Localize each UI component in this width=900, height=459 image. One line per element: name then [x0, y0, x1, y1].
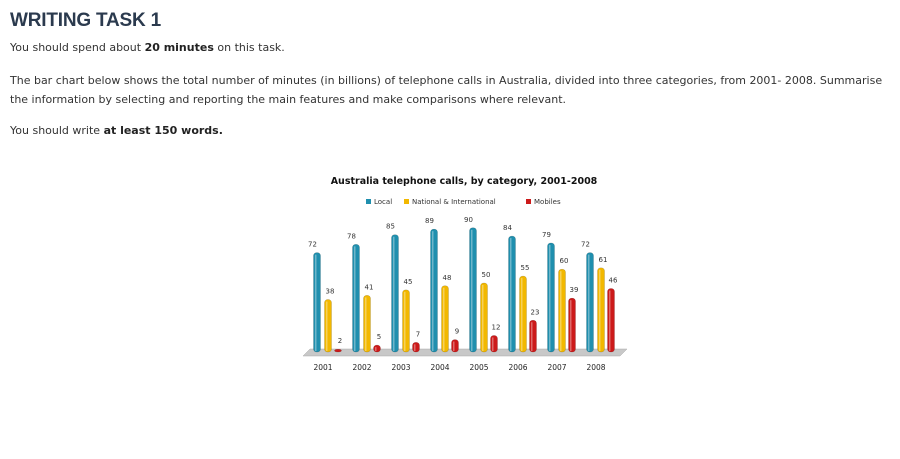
data-label: 60: [560, 257, 569, 265]
x-tick-label: 2008: [586, 363, 605, 372]
word-instruction: You should write at least 150 words.: [10, 124, 223, 137]
data-label: 72: [581, 241, 590, 249]
x-tick-label: 2002: [352, 363, 371, 372]
bar-highlight: [432, 231, 434, 351]
bar-national: [519, 275, 527, 353]
bar-highlight: [453, 341, 455, 351]
bars: 72 38 2 78 41 5 85 45 7 89 48 9 90 50 12 84 55 23 79 60 39 72…: [308, 216, 618, 353]
chart-floor: [302, 348, 628, 357]
data-label: 12: [492, 323, 501, 331]
bar-local: [352, 244, 360, 353]
bar-highlight: [443, 287, 445, 351]
x-tick-label: 2005: [469, 363, 488, 372]
bar-highlight: [393, 236, 395, 351]
data-label: 45: [404, 278, 413, 286]
x-tick-label: 2006: [508, 363, 527, 372]
data-label: 46: [609, 277, 618, 285]
bar-highlight: [510, 238, 512, 351]
bar-national: [324, 299, 332, 353]
time-instruction: You should spend about 20 minutes on thi…: [10, 41, 285, 54]
data-label: 55: [521, 264, 530, 272]
bar-highlight: [531, 322, 533, 351]
bar-local: [391, 234, 399, 353]
bar-highlight: [599, 269, 601, 351]
legend-swatch: [366, 199, 371, 204]
bar-local: [469, 227, 477, 353]
x-tick-label: 2003: [391, 363, 410, 372]
bar-local: [430, 228, 438, 353]
data-label: 84: [503, 224, 512, 232]
data-label: 85: [386, 223, 395, 231]
data-label: 38: [326, 288, 335, 296]
data-label: 72: [308, 241, 317, 249]
x-tick-label: 2007: [547, 363, 566, 372]
bar-mobiles: [490, 335, 498, 353]
bar-mobiles: [412, 342, 420, 353]
data-label: 9: [455, 328, 459, 336]
bar-highlight: [315, 254, 317, 351]
legend-label: Mobiles: [534, 198, 561, 206]
x-tick-label: 2004: [430, 363, 449, 372]
data-label: 90: [464, 216, 473, 224]
bar-highlight: [365, 297, 367, 351]
data-label: 50: [482, 271, 491, 279]
bar-highlight: [560, 271, 562, 351]
legend-swatch: [526, 199, 531, 204]
bar-highlight: [375, 347, 377, 351]
data-label: 2: [338, 337, 342, 345]
bar-highlight: [588, 254, 590, 351]
data-label: 48: [443, 274, 452, 282]
bar-highlight: [414, 344, 416, 351]
x-axis-labels: 2001 2002 2003 2004 2005 2006 2007 2008: [313, 363, 605, 372]
bar-highlight: [609, 290, 611, 351]
bar-highlight: [471, 229, 473, 351]
data-label: 79: [542, 231, 551, 239]
bar-national: [441, 285, 449, 353]
bar-national: [480, 282, 488, 353]
data-label: 61: [599, 256, 608, 264]
bar-mobiles: [373, 344, 381, 353]
bar-highlight: [326, 301, 328, 351]
bar-local: [313, 252, 321, 353]
bar-mobiles: [607, 288, 615, 353]
bar-national: [402, 289, 410, 353]
data-label: 7: [416, 330, 420, 338]
bar-national: [363, 295, 371, 353]
legend-label: Local: [374, 198, 392, 206]
bar-highlight: [404, 291, 406, 351]
chart-title: Australia telephone calls, by category, …: [331, 176, 598, 187]
bar-local: [547, 242, 555, 353]
bar-highlight: [570, 300, 572, 351]
data-label: 5: [377, 333, 381, 341]
task-description: The bar chart below shows the total numb…: [10, 74, 883, 106]
bar-highlight: [492, 337, 494, 351]
data-label: 78: [347, 232, 356, 240]
page-title: WRITING TASK 1: [10, 10, 161, 31]
data-label: 23: [531, 308, 540, 316]
bar-highlight: [482, 285, 484, 351]
bar-mobiles: [529, 320, 537, 353]
legend-label: National & International: [412, 198, 496, 206]
legend: Local National & International Mobiles: [366, 198, 561, 206]
data-label: 39: [570, 286, 579, 294]
bar-local: [508, 235, 516, 353]
bar-highlight: [354, 246, 356, 351]
bar-mobiles: [334, 348, 342, 353]
bar-national: [597, 267, 605, 353]
bar-highlight: [521, 278, 523, 351]
bar-national: [558, 268, 566, 353]
bar-mobiles: [568, 297, 576, 353]
x-tick-label: 2001: [313, 363, 332, 372]
bar-mobiles: [451, 339, 459, 353]
data-label: 89: [425, 217, 434, 225]
data-label: 41: [365, 283, 374, 291]
bar-highlight: [549, 244, 551, 351]
legend-swatch: [404, 199, 409, 204]
bar-local: [586, 252, 594, 353]
